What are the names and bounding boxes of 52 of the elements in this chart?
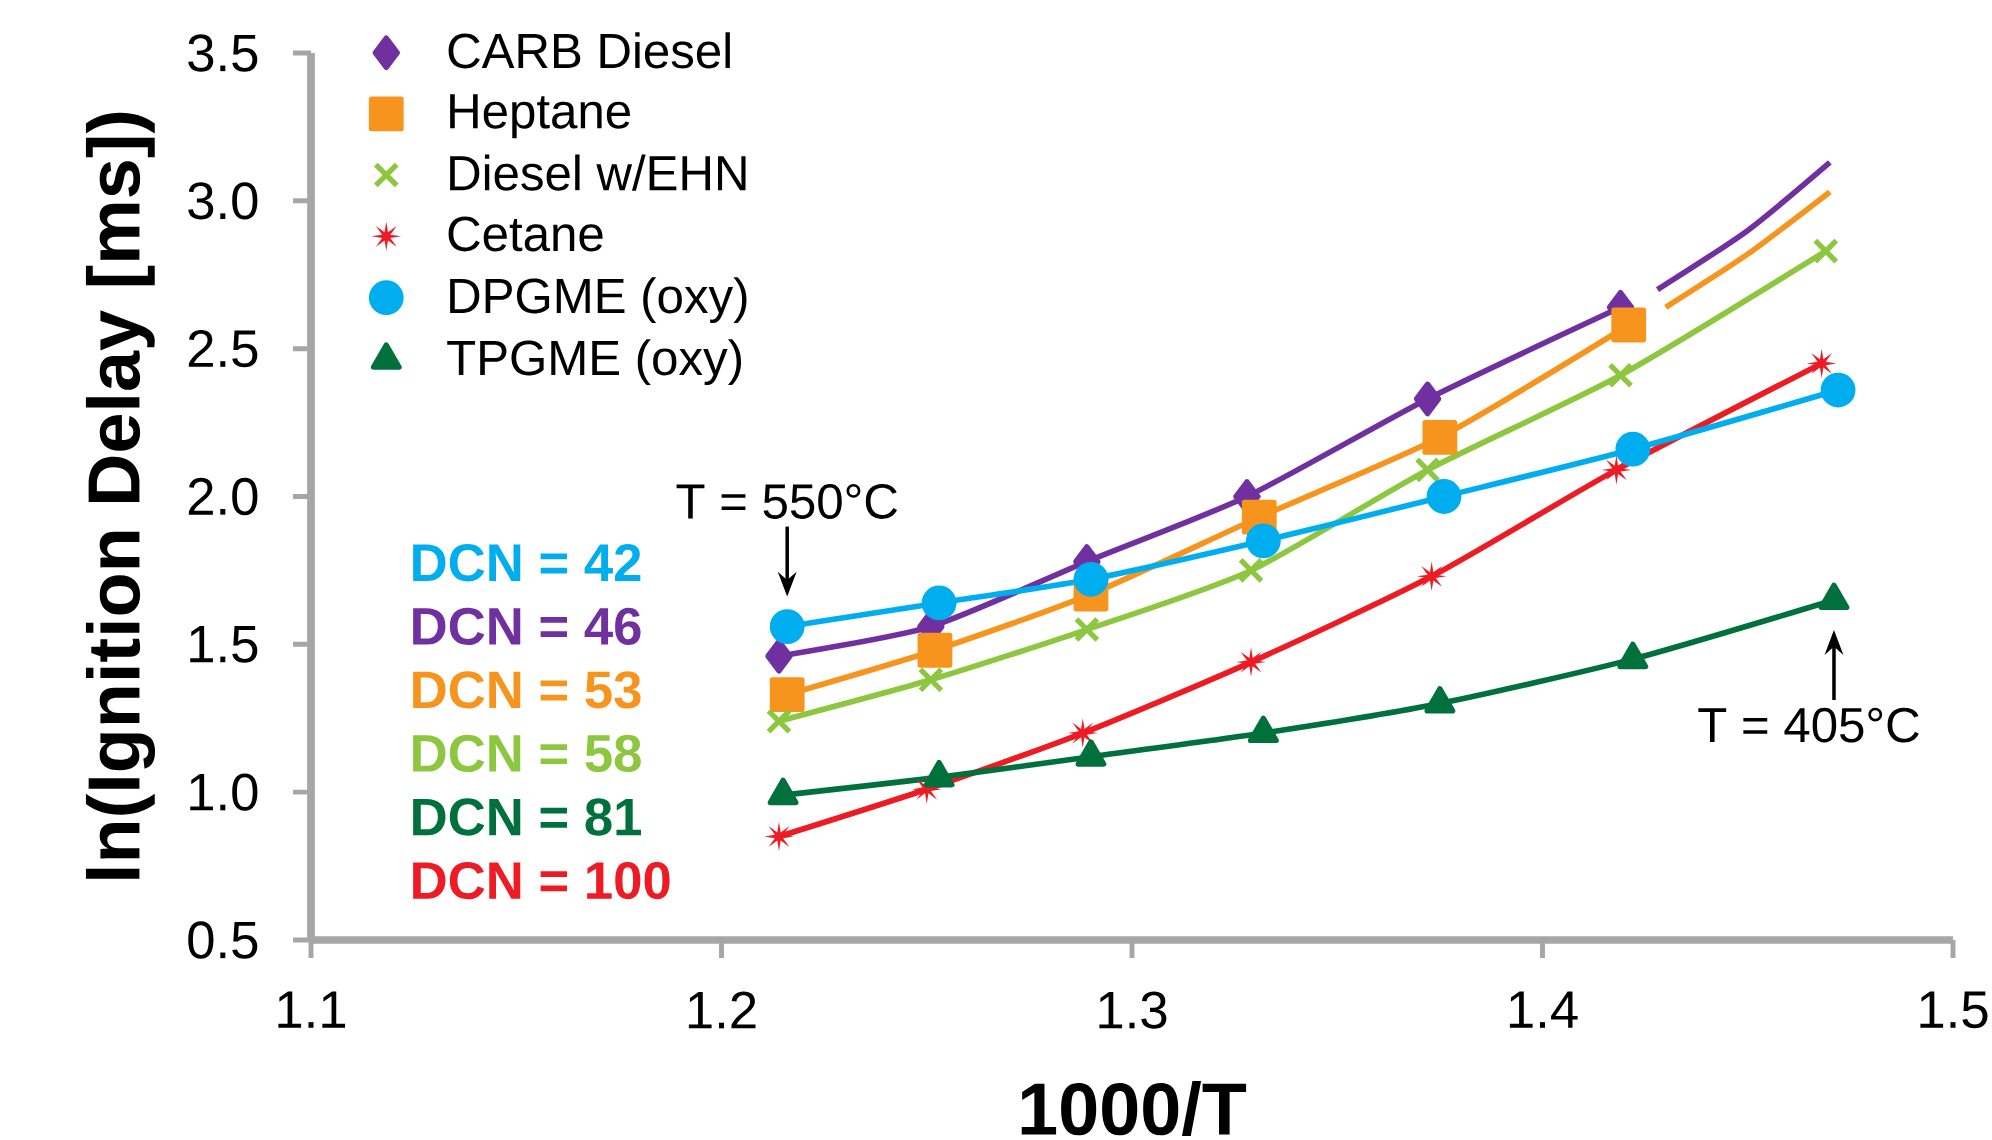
point: [1073, 561, 1109, 597]
annotation: DCN = 58: [413, 734, 641, 773]
point: [921, 585, 957, 621]
y-tick-label: 3.5: [188, 34, 258, 72]
y-tick-label: 0.5: [188, 921, 258, 959]
point: [1615, 431, 1651, 467]
x-tick-label: 1.2: [688, 991, 756, 1029]
legend-label: Diesel w/EHN: [450, 154, 746, 191]
point: [1416, 561, 1447, 592]
annotation: DCN = 42: [413, 544, 641, 582]
x-tick-label: 1.3: [1099, 991, 1167, 1029]
annotation: T = 550°C: [676, 483, 898, 519]
annotation: DCN = 100: [413, 861, 670, 900]
point: [765, 638, 793, 674]
y-tick-label: 3.0: [188, 182, 258, 220]
point: [917, 632, 953, 668]
point: [1607, 362, 1634, 389]
annotation: T = 405°C: [1698, 707, 1919, 743]
point: [1237, 557, 1265, 584]
point: [917, 666, 944, 693]
point: [1611, 307, 1647, 343]
x-tick-label: 1.1: [278, 991, 346, 1028]
point: [769, 677, 805, 712]
y-tick-label: 1.0: [190, 773, 258, 811]
annotation: DCN = 53: [413, 671, 641, 709]
legend-label: CARB Diesel: [448, 32, 730, 69]
y-tick-label: 2.5: [188, 329, 258, 368]
annotation: DCN = 81: [413, 798, 642, 836]
point: [1073, 616, 1100, 643]
x-axis-title: 1000/T: [1021, 1081, 1247, 1137]
x-tick-label: 1.4: [1509, 991, 1578, 1028]
y-tick-label: 1.5: [190, 625, 258, 663]
y-axis-title: ln(Ignition Delay [ms]): [85, 112, 156, 879]
legend-label: Heptane: [450, 94, 630, 139]
point: [1426, 479, 1462, 514]
legend-label: TPGME (oxy): [447, 339, 741, 386]
point: [1422, 419, 1458, 455]
point: [1601, 455, 1632, 485]
point: [1245, 523, 1281, 559]
point: [1812, 238, 1839, 265]
point: [1414, 456, 1441, 483]
x-tick-label: 1.5: [1920, 991, 1988, 1029]
legend-label: DPGME (oxy): [450, 277, 747, 324]
legend-label: Cetane: [448, 216, 603, 252]
point: [765, 708, 793, 735]
point: [1820, 372, 1856, 408]
point: [1806, 348, 1837, 379]
point: [1413, 381, 1442, 417]
annotation: DCN = 46: [413, 607, 641, 645]
y-tick-label: 2.0: [188, 477, 258, 516]
point: [1236, 647, 1266, 677]
point: [769, 609, 805, 644]
